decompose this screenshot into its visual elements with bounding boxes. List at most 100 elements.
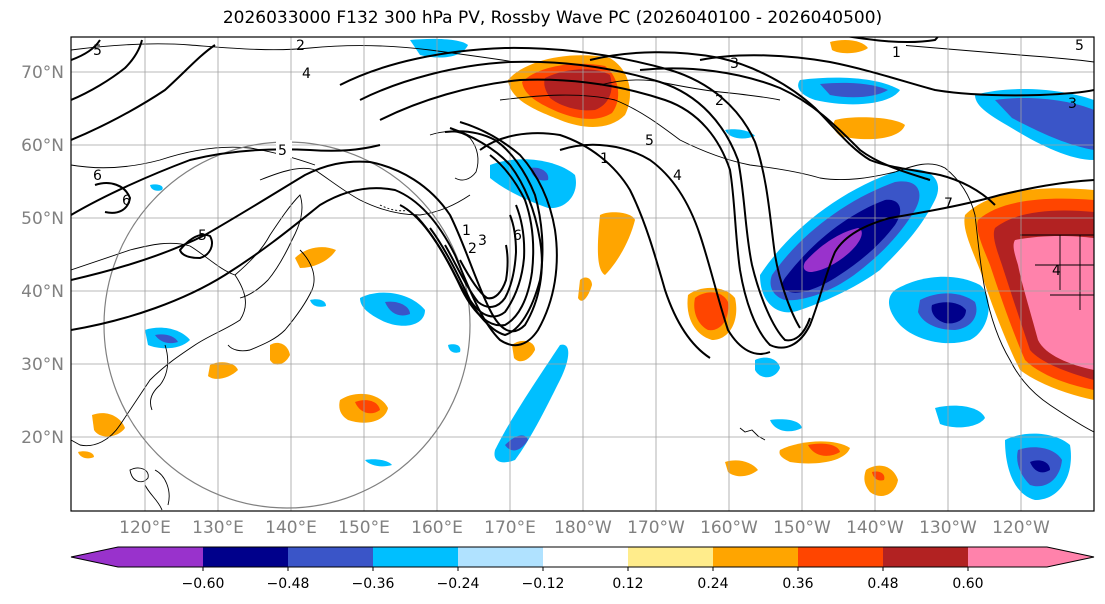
positive-anomaly-central-mid: [355, 400, 380, 414]
lon-label: 160°E: [411, 518, 463, 538]
colorbar-tick-label: 0.36: [782, 576, 813, 592]
colorbar-segment: [373, 547, 458, 567]
contour-label: 1: [600, 151, 609, 167]
gridlines: [71, 37, 1094, 511]
positive-anomaly-ne: [833, 117, 905, 140]
contour-label: 1: [892, 45, 901, 61]
colorbar-segment: [968, 547, 1047, 567]
negative-anomaly-sw-strong: [1030, 460, 1050, 473]
colorbar-segment: [798, 547, 883, 567]
colorbar-tick-label: −0.60: [182, 576, 225, 592]
lon-label: 180°W: [554, 518, 612, 538]
lat-label: 20°N: [21, 428, 64, 448]
contour-label: 2: [296, 38, 305, 54]
longitude-axis: 120°E 130°E 140°E 150°E 160°E 170°E 180°…: [119, 518, 1050, 538]
contour-label: 6: [513, 228, 522, 244]
colorbar-tick-label: 0.60: [952, 576, 983, 592]
contour-label: 4: [1052, 263, 1061, 279]
lon-label: 160°W: [700, 518, 758, 538]
colorbar-tick-label: −0.24: [437, 576, 480, 592]
map-area: 1 2 3 4 5 6 1 5 6 1 2 3 4 5 6 2 7 3 4 5 …: [71, 37, 1094, 511]
map-title: 2026033000 F132 300 hPa PV, Rossby Wave …: [222, 8, 883, 28]
negative-anomaly-small-3: [365, 459, 392, 467]
positive-anomaly-west-coast-pink: [1013, 235, 1094, 370]
negative-anomaly-japan-sea-mid: [385, 301, 410, 316]
colorbar-tick-label: −0.48: [267, 576, 310, 592]
colorbar-tick-label: 0.12: [612, 576, 643, 592]
positive-anomaly-hawaii-east-mid: [808, 443, 840, 456]
contour-label: 3: [478, 233, 487, 249]
contour-label: 5: [93, 43, 102, 59]
positive-anomaly-small-4: [208, 362, 238, 379]
positive-anomaly-streak: [597, 212, 635, 275]
lon-label: 140°E: [265, 518, 317, 538]
colorbar-tick-label: −0.36: [352, 576, 395, 592]
map-frame: [70, 36, 1095, 512]
positive-anomaly-small-7: [725, 460, 758, 477]
negative-anomaly-streak-1: [494, 344, 569, 463]
negative-anomaly-small-4: [310, 299, 326, 307]
lat-label: 60°N: [21, 136, 64, 156]
negative-anomaly-nw-mid: [995, 98, 1094, 150]
negative-anomaly-small-6: [150, 184, 163, 191]
lon-label: 170°W: [627, 518, 685, 538]
colorbar-segment: [883, 547, 968, 567]
colorbar-min-extension: [71, 547, 118, 567]
lon-label: 170°E: [484, 518, 536, 538]
contour-label: 3: [1068, 96, 1077, 112]
contour-label: 7: [944, 196, 953, 212]
colorbar: −0.60 −0.48 −0.36 −0.24 −0.12 0.12 0.24 …: [70, 546, 1095, 592]
colorbar-tick-label: −0.12: [522, 576, 565, 592]
positive-anomaly-small-2: [578, 277, 592, 301]
negative-anomaly-hawaii: [770, 419, 802, 432]
negative-anomaly-streak-1-mid: [505, 435, 528, 451]
contour-label: 5: [278, 143, 287, 159]
contour-label: 6: [93, 168, 102, 184]
positive-anomaly-small-5: [270, 342, 290, 365]
negative-anomaly-mid-east: [935, 405, 985, 428]
contour-labels: 1 2 3 4 5 6 1 5 6 1 2 3 4 5 6 2 7 3 4 5 …: [93, 38, 1084, 279]
contour-label: 6: [122, 193, 131, 209]
lon-label: 130°W: [919, 518, 977, 538]
contour-label: 5: [1075, 38, 1084, 54]
negative-anomaly-bering: [490, 159, 576, 209]
colorbar-max-extension: [1047, 547, 1094, 567]
lon-label: 120°W: [992, 518, 1050, 538]
colorbar-tick-label: 0.48: [867, 576, 898, 592]
negative-anomaly-small-5: [448, 344, 461, 353]
colorbar-segment: [713, 547, 798, 567]
positive-anomaly-small-6: [295, 247, 336, 268]
colorbar-segment: [118, 547, 203, 567]
contour-label: 5: [198, 228, 207, 244]
contour-label: 4: [673, 168, 682, 184]
positive-anomaly-north: [830, 40, 868, 54]
colorbar-tick-label: 0.24: [697, 576, 728, 592]
colorbar-outline: [70, 546, 1095, 568]
negative-anomaly-arctic-mid: [820, 82, 888, 98]
colorbar-segment: [628, 547, 713, 567]
negative-anomaly-east-strong: [931, 302, 966, 324]
negative-anomaly-small-1: [755, 357, 780, 378]
pv-contours: [71, 37, 1094, 359]
lat-label: 30°N: [21, 355, 64, 375]
colorbar-segment: [288, 547, 373, 567]
positive-anomaly-small-3: [92, 413, 125, 437]
negative-anomaly-small-2: [725, 129, 755, 139]
negative-anomaly-bering-mid: [530, 167, 549, 181]
lon-label: 150°W: [773, 518, 831, 538]
contour-label: 3: [730, 56, 739, 72]
lon-label: 120°E: [119, 518, 171, 538]
latitude-axis: 70°N 60°N 50°N 40°N 30°N 20°N: [21, 63, 64, 448]
lon-label: 150°E: [338, 518, 390, 538]
colorbar-segment: [203, 547, 288, 567]
anomaly-shading: [78, 38, 1094, 500]
contour-label: 2: [468, 241, 477, 257]
lon-label: 140°W: [846, 518, 904, 538]
contour-label: 5: [645, 133, 654, 149]
negative-anomaly-china-mid: [155, 334, 178, 344]
contour-label: 1: [462, 223, 471, 239]
contour-label: 2: [715, 93, 724, 109]
colorbar-segment: [543, 547, 628, 567]
lon-label: 130°E: [192, 518, 244, 538]
lat-label: 50°N: [21, 209, 64, 229]
